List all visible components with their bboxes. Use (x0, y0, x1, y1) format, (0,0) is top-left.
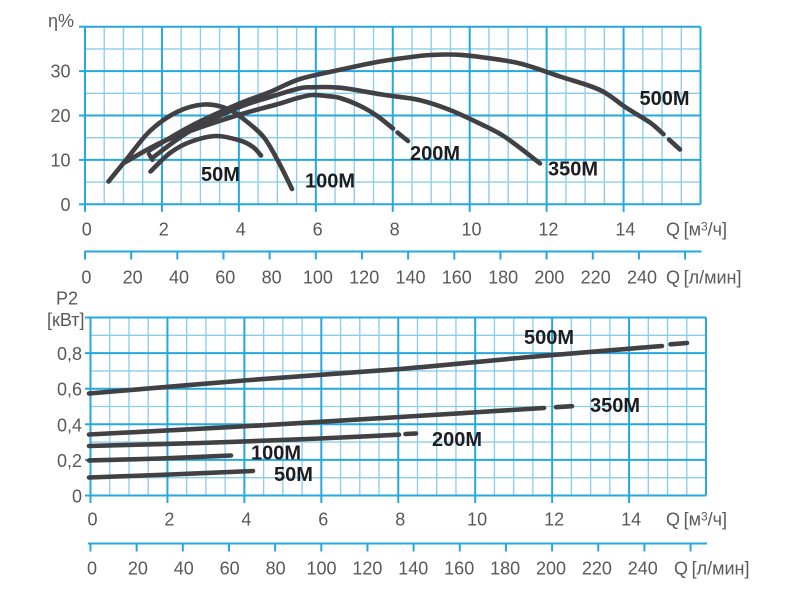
svg-text:0: 0 (81, 268, 91, 288)
svg-text:40: 40 (169, 268, 189, 288)
svg-text:200: 200 (536, 559, 566, 579)
svg-text:20: 20 (128, 559, 148, 579)
svg-text:0: 0 (87, 559, 97, 579)
svg-text:200M: 200M (410, 143, 460, 165)
svg-text:P2: P2 (56, 289, 78, 309)
svg-text:200: 200 (534, 268, 564, 288)
svg-text:8: 8 (390, 220, 400, 240)
svg-text:14: 14 (621, 510, 641, 530)
svg-text:100: 100 (306, 559, 336, 579)
svg-text:0: 0 (60, 195, 70, 215)
svg-text:20: 20 (123, 268, 143, 288)
svg-text:160: 160 (444, 559, 474, 579)
svg-text:12: 12 (544, 510, 564, 530)
svg-text:10: 10 (50, 150, 70, 170)
svg-text:4: 4 (241, 510, 251, 530)
svg-text:180: 180 (488, 268, 518, 288)
svg-text:500M: 500M (524, 327, 574, 349)
svg-text:120: 120 (352, 559, 382, 579)
svg-text:Q [м3/ч]: Q [м3/ч] (666, 220, 727, 240)
svg-text:220: 220 (582, 559, 612, 579)
svg-text:240: 240 (627, 268, 657, 288)
svg-text:0,4: 0,4 (57, 415, 82, 435)
svg-text:η%: η% (48, 11, 74, 31)
svg-text:4: 4 (236, 220, 246, 240)
svg-text:2: 2 (159, 220, 169, 240)
svg-text:350M: 350M (590, 395, 640, 417)
svg-text:Q [м3/ч]: Q [м3/ч] (666, 510, 727, 530)
svg-text:0: 0 (87, 510, 97, 530)
svg-text:240: 240 (628, 559, 658, 579)
svg-text:160: 160 (442, 268, 472, 288)
svg-text:50M: 50M (274, 464, 313, 486)
svg-text:10: 10 (461, 220, 481, 240)
svg-text:100M: 100M (305, 171, 355, 193)
svg-text:500M: 500M (640, 88, 690, 110)
svg-text:180: 180 (490, 559, 520, 579)
svg-text:6: 6 (318, 510, 328, 530)
svg-text:0: 0 (72, 487, 82, 507)
svg-text:10: 10 (467, 510, 487, 530)
svg-text:0,2: 0,2 (57, 451, 82, 471)
svg-text:20: 20 (50, 106, 70, 126)
svg-text:200M: 200M (432, 429, 482, 451)
svg-text:0,8: 0,8 (57, 344, 82, 364)
svg-text:80: 80 (262, 268, 282, 288)
svg-text:Q [л/мин]: Q [л/мин] (666, 268, 741, 288)
svg-text:0,6: 0,6 (57, 380, 82, 400)
svg-text:220: 220 (581, 268, 611, 288)
svg-text:6: 6 (313, 220, 323, 240)
svg-text:40: 40 (174, 559, 194, 579)
svg-text:100: 100 (303, 268, 333, 288)
svg-text:60: 60 (215, 268, 235, 288)
svg-text:60: 60 (220, 559, 240, 579)
svg-text:2: 2 (164, 510, 174, 530)
svg-text:80: 80 (266, 559, 286, 579)
svg-text:[кВт]: [кВт] (47, 310, 85, 330)
svg-text:12: 12 (538, 220, 558, 240)
svg-text:140: 140 (395, 268, 425, 288)
svg-text:350M: 350M (548, 159, 598, 181)
svg-text:50M: 50M (201, 164, 240, 186)
svg-text:14: 14 (615, 220, 635, 240)
svg-text:0: 0 (82, 220, 92, 240)
svg-text:30: 30 (50, 62, 70, 82)
svg-text:120: 120 (349, 268, 379, 288)
svg-text:140: 140 (398, 559, 428, 579)
svg-text:Q [л/мин]: Q [л/мин] (674, 559, 749, 579)
svg-text:8: 8 (395, 510, 405, 530)
svg-text:100M: 100M (251, 443, 301, 465)
